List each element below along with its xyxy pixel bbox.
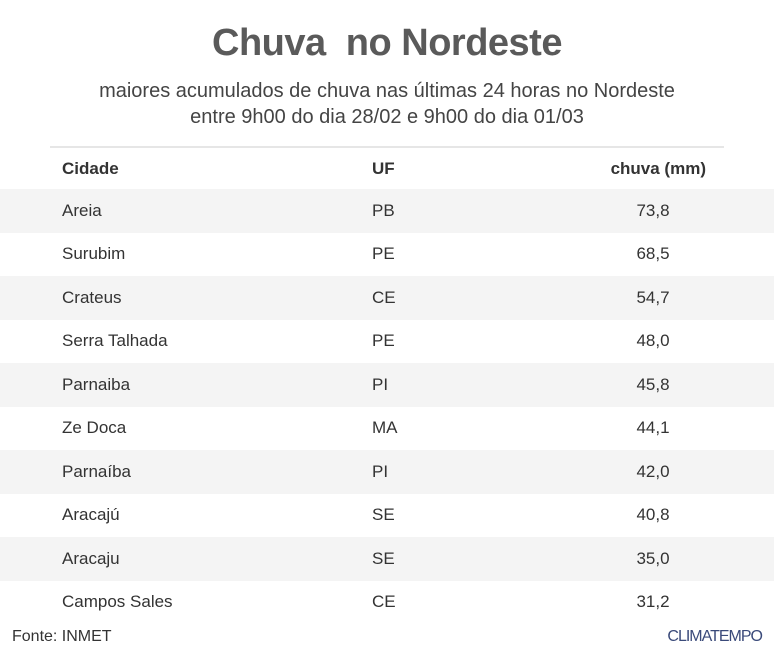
cell-cidade: Crateus	[62, 287, 122, 307]
header-cidade: Cidade	[62, 159, 119, 178]
cell-cidade: Parnaíba	[62, 461, 131, 481]
table-row: Areia PB 73,8	[0, 189, 774, 233]
cell-uf: CE	[372, 592, 396, 612]
divider	[50, 146, 724, 148]
table-row: Parnaiba PI 45,8	[0, 363, 774, 407]
cell-cidade: Ze Doca	[62, 418, 127, 438]
cell-cidade: Aracajú	[62, 505, 120, 525]
cell-chuva: 31,2	[636, 592, 670, 612]
table-row: Parnaíba PI 42,0	[0, 450, 774, 494]
cell-cidade: Aracaju	[62, 548, 120, 568]
table-row: Ze Doca MA 44,1	[0, 407, 774, 451]
climatempo-logo: CLIMATEMPO	[667, 628, 763, 645]
table-row: Crateus CE 54,7	[0, 276, 774, 320]
cell-uf: PI	[372, 461, 389, 481]
cell-cidade: Campos Sales	[62, 592, 173, 612]
cell-chuva: 40,8	[636, 505, 670, 525]
cell-chuva: 44,1	[636, 418, 670, 438]
table-header: Cidade UF chuva (mm)	[0, 150, 774, 188]
header-uf: UF	[372, 159, 395, 178]
table-row: Serra Talhada PE 48,0	[0, 320, 774, 364]
cell-uf: SE	[372, 505, 395, 525]
cell-chuva: 45,8	[636, 374, 670, 394]
cell-chuva: 54,7	[636, 287, 670, 307]
cell-chuva: 48,0	[636, 331, 670, 351]
cell-uf: PB	[372, 200, 395, 220]
cell-uf: CE	[372, 287, 396, 307]
subtitle-line-2: entre 9h00 do dia 28/02 e 9h00 do dia 01…	[190, 106, 584, 128]
cell-chuva: 73,8	[636, 200, 670, 220]
cell-uf: PI	[372, 374, 389, 394]
table-row: Surubim PE 68,5	[0, 233, 774, 277]
table-row: Aracajú SE 40,8	[0, 494, 774, 538]
cell-uf: PE	[372, 331, 395, 351]
cell-uf: SE	[372, 548, 395, 568]
header-chuva: chuva (mm)	[610, 159, 706, 178]
cell-cidade: Parnaiba	[62, 374, 131, 394]
source-note: Fonte: INMET	[12, 628, 112, 645]
cell-uf: PE	[372, 244, 395, 264]
table-row: Aracaju SE 35,0	[0, 537, 774, 581]
cell-chuva: 35,0	[636, 548, 670, 568]
cell-uf: MA	[372, 418, 398, 438]
cell-chuva: 68,5	[636, 244, 670, 264]
page-title: Chuva no Nordeste	[212, 22, 562, 64]
table-row: Campos Sales CE 31,2	[0, 581, 774, 625]
subtitle-line-1: maiores acumulados de chuva nas últimas …	[99, 80, 675, 102]
cell-chuva: 42,0	[636, 461, 670, 481]
cell-cidade: Serra Talhada	[62, 331, 168, 351]
cell-cidade: Areia	[62, 200, 102, 220]
cell-cidade: Surubim	[62, 244, 126, 264]
